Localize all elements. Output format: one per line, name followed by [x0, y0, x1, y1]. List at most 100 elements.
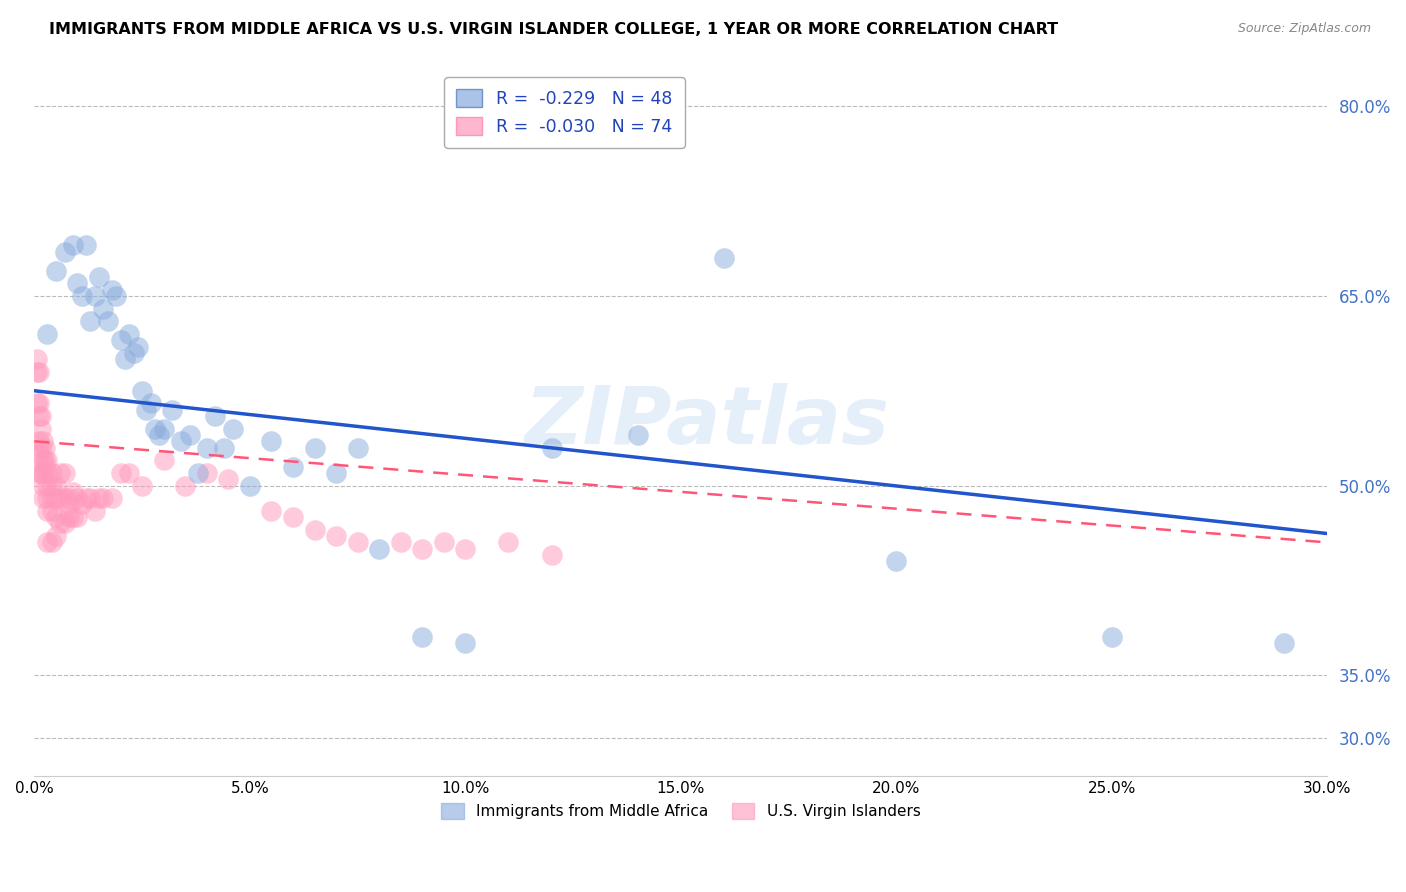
Point: [389, 535, 412, 549]
Point: [37, 535, 59, 549]
Point: [53, 466, 76, 480]
Point: [34, 441, 56, 455]
Point: [346, 535, 368, 549]
Point: [87, 270, 110, 285]
Point: [37, 504, 59, 518]
Point: [75, 238, 97, 252]
Point: [713, 251, 735, 265]
Point: [131, 478, 153, 492]
Point: [45, 510, 67, 524]
Point: [28, 466, 51, 480]
Point: [179, 428, 201, 442]
Point: [37, 491, 59, 505]
Point: [30, 441, 52, 455]
Point: [28, 396, 51, 410]
Point: [70, 289, 93, 303]
Point: [30, 409, 52, 423]
Point: [32, 453, 55, 467]
Point: [101, 491, 124, 505]
Point: [34, 453, 56, 467]
Point: [49, 466, 72, 480]
Point: [170, 434, 193, 449]
Point: [83, 289, 105, 303]
Point: [540, 441, 562, 455]
Point: [260, 504, 283, 518]
Point: [25, 352, 48, 367]
Point: [32, 466, 55, 480]
Point: [79, 491, 101, 505]
Text: ZIPatlas: ZIPatlas: [524, 384, 889, 461]
Point: [62, 238, 84, 252]
Point: [49, 491, 72, 505]
Point: [195, 466, 218, 480]
Point: [325, 529, 347, 543]
Point: [32, 491, 55, 505]
Point: [110, 466, 132, 480]
Point: [281, 459, 304, 474]
Point: [368, 541, 391, 556]
Point: [454, 541, 477, 556]
Point: [25, 396, 48, 410]
Point: [28, 409, 51, 423]
Point: [101, 283, 124, 297]
Point: [304, 523, 326, 537]
Point: [45, 529, 67, 543]
Point: [143, 422, 166, 436]
Point: [135, 402, 157, 417]
Point: [152, 453, 174, 467]
Point: [131, 384, 153, 398]
Point: [53, 244, 76, 259]
Point: [30, 466, 52, 480]
Point: [411, 630, 433, 644]
Point: [37, 478, 59, 492]
Point: [41, 504, 63, 518]
Point: [162, 402, 184, 417]
Point: [45, 478, 67, 492]
Point: [217, 472, 239, 486]
Point: [28, 447, 51, 461]
Point: [118, 326, 141, 341]
Point: [304, 441, 326, 455]
Point: [41, 535, 63, 549]
Point: [454, 636, 477, 650]
Point: [37, 326, 59, 341]
Point: [221, 422, 243, 436]
Point: [45, 491, 67, 505]
Point: [58, 510, 80, 524]
Point: [49, 516, 72, 531]
Point: [239, 478, 262, 492]
Point: [79, 314, 101, 328]
Point: [75, 491, 97, 505]
Point: [58, 498, 80, 512]
Point: [53, 491, 76, 505]
Point: [62, 510, 84, 524]
Point: [32, 434, 55, 449]
Point: [105, 289, 128, 303]
Point: [25, 365, 48, 379]
Point: [97, 314, 120, 328]
Point: [204, 409, 226, 423]
Point: [41, 466, 63, 480]
Point: [187, 466, 209, 480]
Point: [41, 478, 63, 492]
Point: [212, 441, 235, 455]
Point: [886, 554, 908, 568]
Point: [91, 301, 114, 316]
Point: [433, 535, 456, 549]
Point: [498, 535, 520, 549]
Point: [110, 333, 132, 347]
Point: [139, 396, 162, 410]
Point: [34, 459, 56, 474]
Point: [62, 484, 84, 499]
Point: [148, 428, 170, 442]
Point: [1101, 630, 1123, 644]
Point: [118, 466, 141, 480]
Point: [70, 498, 93, 512]
Point: [152, 422, 174, 436]
Point: [174, 478, 197, 492]
Point: [83, 504, 105, 518]
Point: [53, 516, 76, 531]
Point: [627, 428, 650, 442]
Point: [66, 510, 89, 524]
Point: [122, 346, 145, 360]
